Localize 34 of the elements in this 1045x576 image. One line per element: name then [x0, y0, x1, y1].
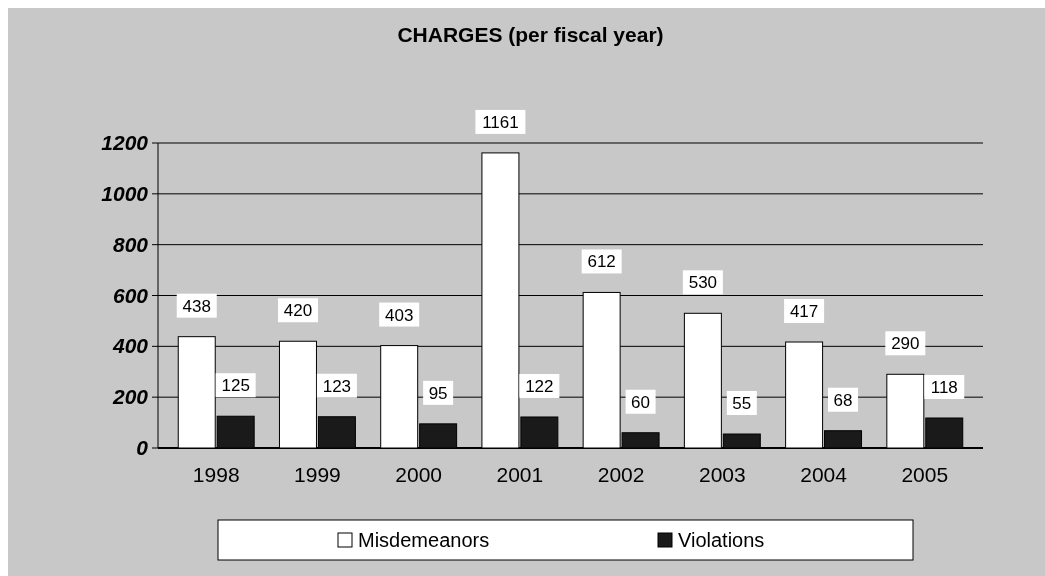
data-label: 438 — [182, 296, 211, 316]
data-label: 122 — [525, 376, 554, 396]
y-tick-label: 600 — [112, 283, 149, 307]
x-tick-label: 2004 — [800, 463, 848, 486]
legend-label: Violations — [678, 529, 765, 551]
legend-label: Misdemeanors — [358, 529, 490, 551]
x-tick-label: 2001 — [496, 463, 544, 486]
data-label: 420 — [283, 301, 313, 321]
data-label: 403 — [385, 305, 414, 325]
x-tick-label: 1999 — [294, 463, 341, 486]
data-label: 123 — [322, 376, 352, 396]
y-tick-label: 200 — [111, 385, 149, 409]
x-tick-label: 2005 — [901, 463, 949, 486]
data-label: 612 — [587, 252, 616, 272]
x-tick-label: 2000 — [395, 463, 443, 486]
data-label: 417 — [789, 302, 819, 322]
data-label: 290 — [891, 334, 920, 354]
data-label: 55 — [732, 394, 752, 414]
x-tick-label: 2003 — [698, 463, 746, 486]
x-tick-label: 2002 — [597, 463, 645, 486]
data-label: 530 — [688, 273, 718, 293]
chart-title: CHARGES (per fiscal year) — [397, 23, 664, 46]
y-tick-label: 0 — [136, 436, 149, 459]
data-label: 60 — [631, 392, 651, 412]
data-label: 68 — [833, 390, 853, 410]
data-label: 95 — [428, 383, 448, 403]
y-tick-label: 1200 — [101, 131, 149, 154]
data-label: 125 — [221, 376, 250, 396]
data-label: 1161 — [482, 112, 519, 132]
y-tick-label: 1000 — [101, 181, 149, 205]
y-tick-label: 400 — [111, 334, 149, 358]
data-label: 118 — [930, 378, 958, 398]
y-tick-label: 800 — [112, 232, 149, 256]
x-tick-label: 1998 — [192, 463, 240, 486]
